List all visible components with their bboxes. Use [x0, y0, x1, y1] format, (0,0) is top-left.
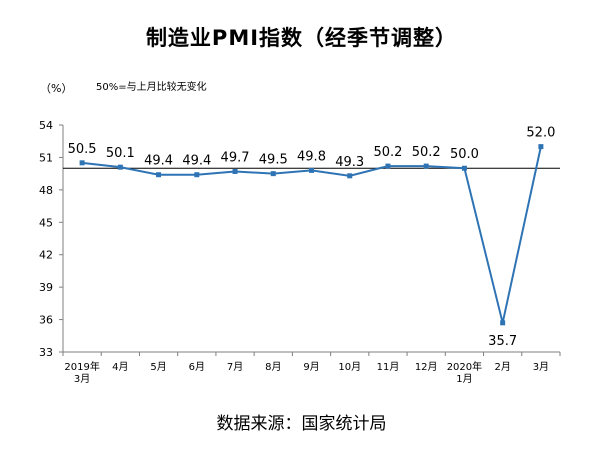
data-point-marker: [347, 173, 353, 179]
data-label-group: 50.5 50.1 49.4 49.4 49.7 49.5 49.8 49.3 50.2 50.2…: [68, 126, 556, 349]
series-line: [82, 146, 542, 324]
x-tick-label-line: 4月: [112, 361, 128, 373]
x-tick-label: 9月: [303, 361, 319, 373]
data-label: 49.7: [221, 150, 250, 165]
x-tick-label-line: 3月: [533, 361, 549, 373]
x-tick-label: 7月: [227, 361, 243, 373]
data-label: 49.8: [297, 149, 326, 164]
data-label: 50.2: [373, 145, 402, 160]
data-source-note: 数据来源：国家统计局: [216, 414, 387, 434]
data-point-marker: [117, 164, 123, 170]
data-label: 50.1: [106, 146, 135, 161]
x-tick-label: 2020年 1月: [447, 360, 482, 385]
data-label: 50.5: [68, 142, 97, 157]
y-tick-label: 36: [39, 314, 53, 327]
x-tick-label: 6月: [189, 361, 205, 373]
x-tick-label-line: 3月: [74, 373, 90, 385]
x-tick-label-line: 9月: [303, 361, 319, 373]
y-axis-unit-label: （%）: [40, 82, 73, 95]
data-point-marker: [423, 163, 429, 169]
data-label: 49.4: [144, 154, 173, 169]
x-tick-label-line: 8月: [265, 361, 281, 373]
x-tick-label-line: 2019年: [64, 360, 99, 373]
data-point-marker: [500, 320, 506, 326]
data-label: 49.4: [182, 154, 211, 169]
y-tick-label: 42: [39, 249, 53, 262]
data-label: 49.5: [259, 153, 288, 168]
data-point-marker: [232, 168, 238, 174]
x-tick-label-line: 10月: [338, 361, 361, 373]
data-point-marker: [270, 171, 276, 177]
x-tick-label: 3月: [533, 361, 549, 373]
series-group: [79, 144, 544, 326]
data-point-marker: [461, 165, 467, 171]
x-tick-label-line: 11月: [377, 361, 400, 373]
y-tick-label: 33: [39, 346, 53, 359]
x-tick-label-line: 2020年: [447, 360, 482, 373]
x-tick-label-line: 12月: [415, 361, 438, 373]
x-tick-label: 5月: [150, 361, 166, 373]
x-tick-label-line: 5月: [150, 361, 166, 373]
data-point-marker: [79, 160, 85, 166]
data-point-marker: [309, 167, 314, 173]
x-tick-label: 2月: [494, 361, 510, 373]
x-tick-label: 4月: [112, 361, 128, 373]
x-tick-label: 10月: [338, 361, 361, 373]
data-label: 50.0: [450, 147, 479, 162]
x-tick-label-line: 2月: [494, 361, 510, 373]
data-label: 52.0: [526, 126, 555, 141]
y-tick-label: 48: [39, 184, 53, 197]
y-tick-label: 45: [39, 216, 53, 229]
x-tick-label-line: 7月: [227, 361, 243, 373]
y-tick-label: 54: [39, 119, 53, 132]
reference-note: 50%=与上月比较无变化: [96, 82, 207, 93]
data-point-marker: [538, 144, 544, 150]
y-tick-label: 51: [39, 151, 53, 164]
data-point-marker: [385, 163, 391, 169]
data-label: 50.2: [412, 145, 441, 160]
data-point-marker: [156, 172, 162, 178]
x-tick-label-line: 1月: [456, 373, 472, 385]
data-label: 49.3: [335, 155, 364, 170]
x-tick-label-line: 6月: [189, 361, 205, 373]
data-point-marker: [194, 172, 200, 178]
x-tick-label: 8月: [265, 361, 281, 373]
x-tick-label: 12月: [415, 361, 438, 373]
data-label: 35.7: [488, 334, 517, 349]
y-tick-label: 39: [39, 281, 53, 294]
x-tick-label: 11月: [377, 361, 400, 373]
x-tick-label: 2019年 3月: [64, 360, 99, 385]
chart-title: 制造业PMI指数（经季节调整）: [145, 26, 458, 50]
